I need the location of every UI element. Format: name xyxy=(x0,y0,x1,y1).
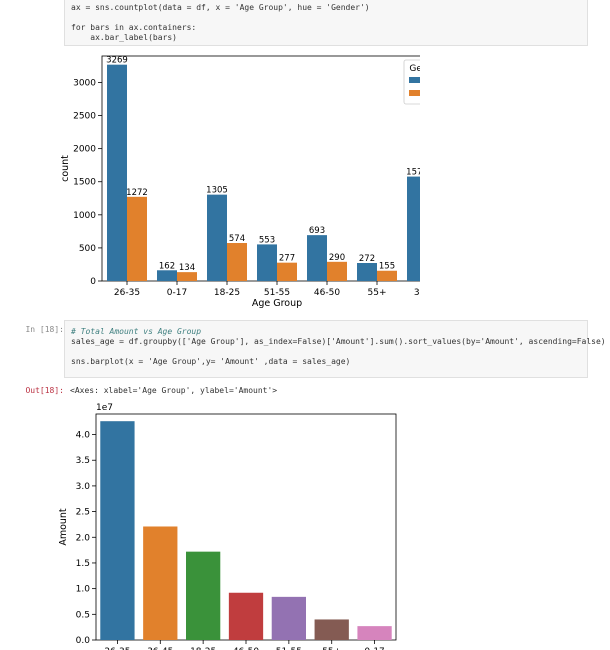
y-tick-label: 4.0 xyxy=(76,431,91,441)
bar-M xyxy=(327,261,347,281)
y-tick-label: 2.5 xyxy=(76,508,90,518)
x-tick-label: 36-45 xyxy=(147,647,173,650)
y-tick-label: 3.0 xyxy=(76,482,91,492)
legend-swatch-M xyxy=(409,90,420,96)
y-tick-label: 2.0 xyxy=(76,533,91,543)
code-cell-2[interactable]: # Total Amount vs Age Group sales_age = … xyxy=(64,320,606,378)
barplot-chart: 1e7 0.0 0.5 1.0 1.5 2.0 2.5 3.0 3.5 4.0 26-35 36-45… xyxy=(58,403,397,650)
bar-F xyxy=(357,263,377,281)
code-line: for bars in ax.containers: xyxy=(71,23,197,32)
x-tick-label: 51-55 xyxy=(276,647,302,650)
x-tick-label: 18-25 xyxy=(214,288,240,298)
bar-label: 277 xyxy=(279,254,295,264)
bar xyxy=(357,626,392,640)
bar xyxy=(314,619,349,640)
x-tick-label: 46-50 xyxy=(314,288,340,298)
bar xyxy=(143,526,178,640)
y-tick-label: 1.5 xyxy=(76,559,90,569)
bar-label: 574 xyxy=(229,234,245,244)
x-tick-label: 36-45 xyxy=(414,288,420,298)
y-tick-label: 1.0 xyxy=(76,585,91,595)
bar-M xyxy=(277,262,297,281)
y-tick-label: 3.5 xyxy=(76,456,90,466)
y-tick-label: 3000 xyxy=(73,78,96,88)
bar xyxy=(186,551,221,640)
bar-label: 1578 xyxy=(406,168,420,178)
code-line: sns.barplot(x = 'Age Group',y= 'Amount' … xyxy=(71,357,351,366)
bar-label: 155 xyxy=(379,262,395,272)
y-tick-label: 2500 xyxy=(73,112,96,122)
bar-M xyxy=(227,243,247,281)
bar-label: 1272 xyxy=(126,188,148,198)
y-axis-label: count xyxy=(60,155,71,182)
x-tick-label: 46-50 xyxy=(233,647,259,650)
x-tick-label: 0-17 xyxy=(167,288,187,298)
bar xyxy=(100,421,135,640)
legend-title: Gender xyxy=(409,64,420,74)
bar-label: 290 xyxy=(329,253,345,263)
x-tick-label: 26-35 xyxy=(104,647,130,650)
bar xyxy=(271,596,306,640)
x-tick-label: 55+ xyxy=(368,288,387,298)
y-tick-label: 0.0 xyxy=(76,636,91,646)
x-tick-label: 18-25 xyxy=(190,647,216,650)
code-cell-1[interactable]: ax = sns.countplot(data = df, x = 'Age G… xyxy=(64,0,588,46)
bar-label: 134 xyxy=(179,263,195,273)
x-tick-label: 51-55 xyxy=(264,288,290,298)
bar-F xyxy=(407,176,420,281)
x-tick-label: 0-17 xyxy=(364,647,384,650)
bar-label: 272 xyxy=(359,254,375,264)
y-offset-label: 1e7 xyxy=(96,403,113,413)
y-tick-label: 0.5 xyxy=(76,610,90,620)
axes-frame xyxy=(101,55,420,282)
bar-F xyxy=(307,235,327,281)
y-tick-label: 500 xyxy=(79,244,96,254)
bar-M xyxy=(377,270,397,281)
bar-M xyxy=(127,196,147,281)
bar-label: 1305 xyxy=(206,186,228,196)
output-text: <Axes: xlabel='Age Group', ylabel='Amoun… xyxy=(70,386,278,395)
x-tick-label: 55+ xyxy=(322,647,341,650)
cell-prompt: In [18]: xyxy=(25,325,64,334)
bar-label: 3269 xyxy=(106,56,128,66)
bar-label: 162 xyxy=(159,261,175,271)
x-tick-label: 26-35 xyxy=(114,288,140,298)
y-tick-label: 1500 xyxy=(73,178,96,188)
output-prompt: Out[18]: xyxy=(25,386,64,395)
bar-F xyxy=(157,270,177,281)
bar-label: 693 xyxy=(309,226,325,236)
x-axis-label: Age Group xyxy=(252,298,302,309)
y-tick-label: 0 xyxy=(90,277,96,287)
code-line: ax.bar_label(bars) xyxy=(71,33,177,42)
bar-F xyxy=(107,64,127,281)
code-comment: # Total Amount vs Age Group xyxy=(71,327,202,336)
countplot-chart: 0 500 1000 1500 2000 2500 3000 3269 1272 26-35 162… xyxy=(60,55,420,309)
bar-F xyxy=(207,194,227,281)
bar xyxy=(228,592,264,640)
y-tick-label: 1000 xyxy=(73,211,96,221)
bar-F xyxy=(257,244,277,281)
bar-label: 553 xyxy=(259,235,275,245)
y-tick-label: 2000 xyxy=(73,145,96,155)
y-axis-label: Amount xyxy=(58,508,69,546)
legend-swatch-F xyxy=(409,77,420,83)
code-line: sales_age = df.groupby(['Age Group'], as… xyxy=(71,337,606,346)
code-line: ax = sns.countplot(data = df, x = 'Age G… xyxy=(71,3,370,12)
bar-M xyxy=(177,272,197,281)
